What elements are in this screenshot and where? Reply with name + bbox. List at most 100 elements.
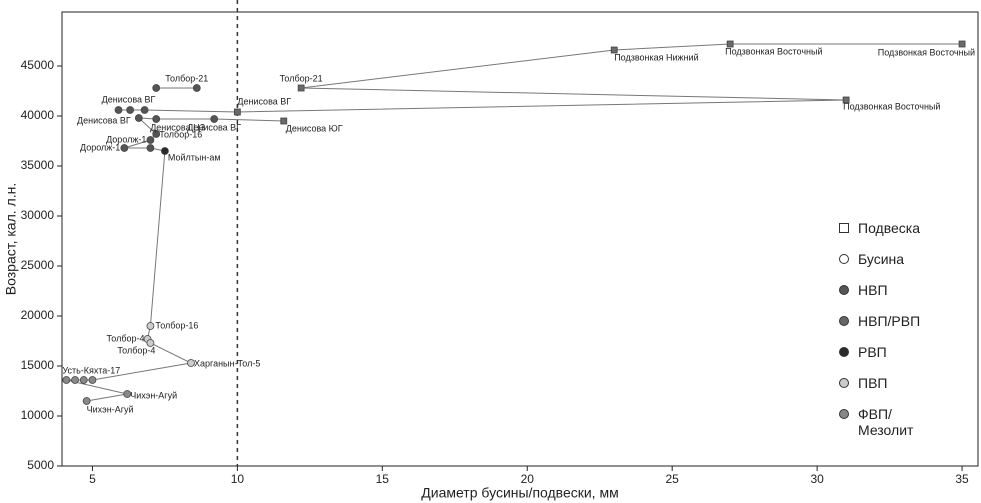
legend-item: ПВП bbox=[838, 375, 920, 406]
point-label: Чихэн-Агуй bbox=[87, 404, 134, 414]
legend-symbol bbox=[839, 378, 849, 388]
legend-label: Подвеска bbox=[858, 220, 920, 236]
x-tick-label: 10 bbox=[231, 472, 245, 486]
y-tick-label: 30000 bbox=[21, 208, 55, 222]
legend-item: Подвеска bbox=[838, 220, 920, 251]
point-label: Подзвонкая Нижний bbox=[614, 52, 698, 62]
point-label: Денисова ВГ bbox=[237, 96, 291, 106]
legend-marker bbox=[839, 378, 849, 388]
point bbox=[842, 96, 850, 104]
point bbox=[280, 117, 288, 125]
point bbox=[71, 376, 79, 384]
point-label: Толбор-16 bbox=[155, 320, 198, 330]
legend-symbol bbox=[839, 316, 849, 326]
y-tick-label: 35000 bbox=[21, 158, 55, 172]
legend-symbol bbox=[839, 347, 849, 357]
point bbox=[62, 376, 71, 384]
point bbox=[88, 376, 97, 384]
y-tick-label: 5000 bbox=[27, 458, 54, 472]
y-tick-label: 45000 bbox=[21, 58, 55, 72]
point-label: Толбор-21 bbox=[165, 73, 208, 83]
y-tick-label: 40000 bbox=[21, 108, 55, 122]
x-tick-label: 5 bbox=[89, 472, 96, 486]
point-label: Толбор-16 bbox=[159, 129, 202, 139]
legend-marker bbox=[839, 316, 849, 326]
legend-marker bbox=[839, 254, 849, 264]
point bbox=[126, 106, 135, 114]
point-label: Денисова ВГ bbox=[187, 122, 241, 132]
point bbox=[210, 115, 219, 123]
point-label: Усть-Кяхта-17 bbox=[62, 365, 120, 375]
point-label: Толбор-4 bbox=[117, 345, 155, 355]
plot-frame bbox=[61, 11, 979, 467]
point bbox=[120, 144, 129, 152]
legend-item: НВП/РВП bbox=[838, 313, 920, 344]
y-tick-label: 10000 bbox=[21, 408, 55, 422]
point bbox=[146, 144, 155, 152]
point bbox=[161, 147, 169, 155]
x-tick-label: 25 bbox=[666, 472, 680, 486]
legend-item: ФВП/ Мезолит bbox=[838, 406, 920, 438]
point-label: Подзвонкая Восточный bbox=[878, 47, 975, 57]
point bbox=[146, 339, 155, 347]
legend-label: ФВП/ Мезолит bbox=[858, 406, 914, 438]
point bbox=[192, 84, 201, 92]
legend-item: РВП bbox=[838, 344, 920, 375]
point bbox=[187, 359, 195, 367]
point-label: Чихэн-Агуй bbox=[130, 390, 177, 400]
point-label: Денисова ЮГ bbox=[286, 123, 343, 133]
point bbox=[726, 40, 734, 48]
point bbox=[610, 46, 618, 54]
y-tick-label: 20000 bbox=[21, 308, 55, 322]
legend-symbol bbox=[839, 409, 849, 419]
legend-label: НВП/РВП bbox=[858, 313, 921, 329]
point bbox=[140, 106, 149, 114]
point-label: Мойлтын-ам bbox=[168, 152, 221, 162]
legend-marker bbox=[839, 409, 849, 419]
legend-symbol bbox=[839, 285, 849, 295]
legend-marker bbox=[839, 223, 849, 233]
point-label: Подзвонкая Восточный bbox=[725, 46, 822, 56]
point bbox=[123, 390, 132, 398]
point bbox=[134, 114, 143, 122]
point-label: Денисова ВГ bbox=[102, 94, 156, 104]
legend-label: НВП bbox=[858, 282, 888, 298]
point-label: Доролж-1 bbox=[80, 142, 120, 152]
connecting-line bbox=[66, 43, 963, 402]
legend-item: НВП bbox=[838, 282, 920, 313]
point bbox=[152, 84, 161, 92]
point bbox=[82, 397, 91, 405]
legend-label: РВП bbox=[858, 344, 887, 360]
point-label: Толбор-21 bbox=[280, 73, 323, 83]
x-tick-label: 30 bbox=[810, 472, 824, 486]
point-label: Толбор-4 bbox=[106, 333, 144, 343]
x-axis-label: Диаметр бусины/подвески, мм bbox=[421, 485, 618, 501]
point bbox=[958, 40, 966, 48]
x-tick-label: 35 bbox=[955, 472, 969, 486]
x-tick-label: 15 bbox=[376, 472, 390, 486]
point bbox=[152, 115, 161, 123]
legend-marker bbox=[839, 347, 849, 357]
y-axis-label: Возраст, кал. л.н. bbox=[3, 183, 19, 295]
point-label: Денисова ЦЗ bbox=[150, 122, 205, 132]
x-tick-label: 20 bbox=[521, 472, 535, 486]
point bbox=[152, 130, 161, 138]
point-label: Денисова ВГ bbox=[77, 115, 131, 125]
point-label: Доролж-1 bbox=[106, 134, 146, 144]
point-label: Подзвонкая Восточный bbox=[843, 101, 940, 111]
point bbox=[233, 108, 241, 116]
legend-label: ПВП bbox=[858, 375, 888, 391]
point bbox=[297, 84, 305, 92]
legend-symbol bbox=[839, 254, 849, 264]
legend-symbol bbox=[839, 223, 849, 233]
legend-item: Бусина bbox=[838, 251, 920, 282]
point bbox=[146, 322, 155, 330]
legend-label: Бусина bbox=[858, 251, 905, 267]
legend-marker bbox=[839, 285, 849, 295]
legend: Подвеска Бусина НВП НВП/РВП РВП ПВП ФВП/ Мезол… bbox=[838, 220, 920, 438]
point bbox=[79, 376, 88, 384]
point bbox=[146, 136, 155, 144]
y-tick-label: 25000 bbox=[21, 258, 55, 272]
